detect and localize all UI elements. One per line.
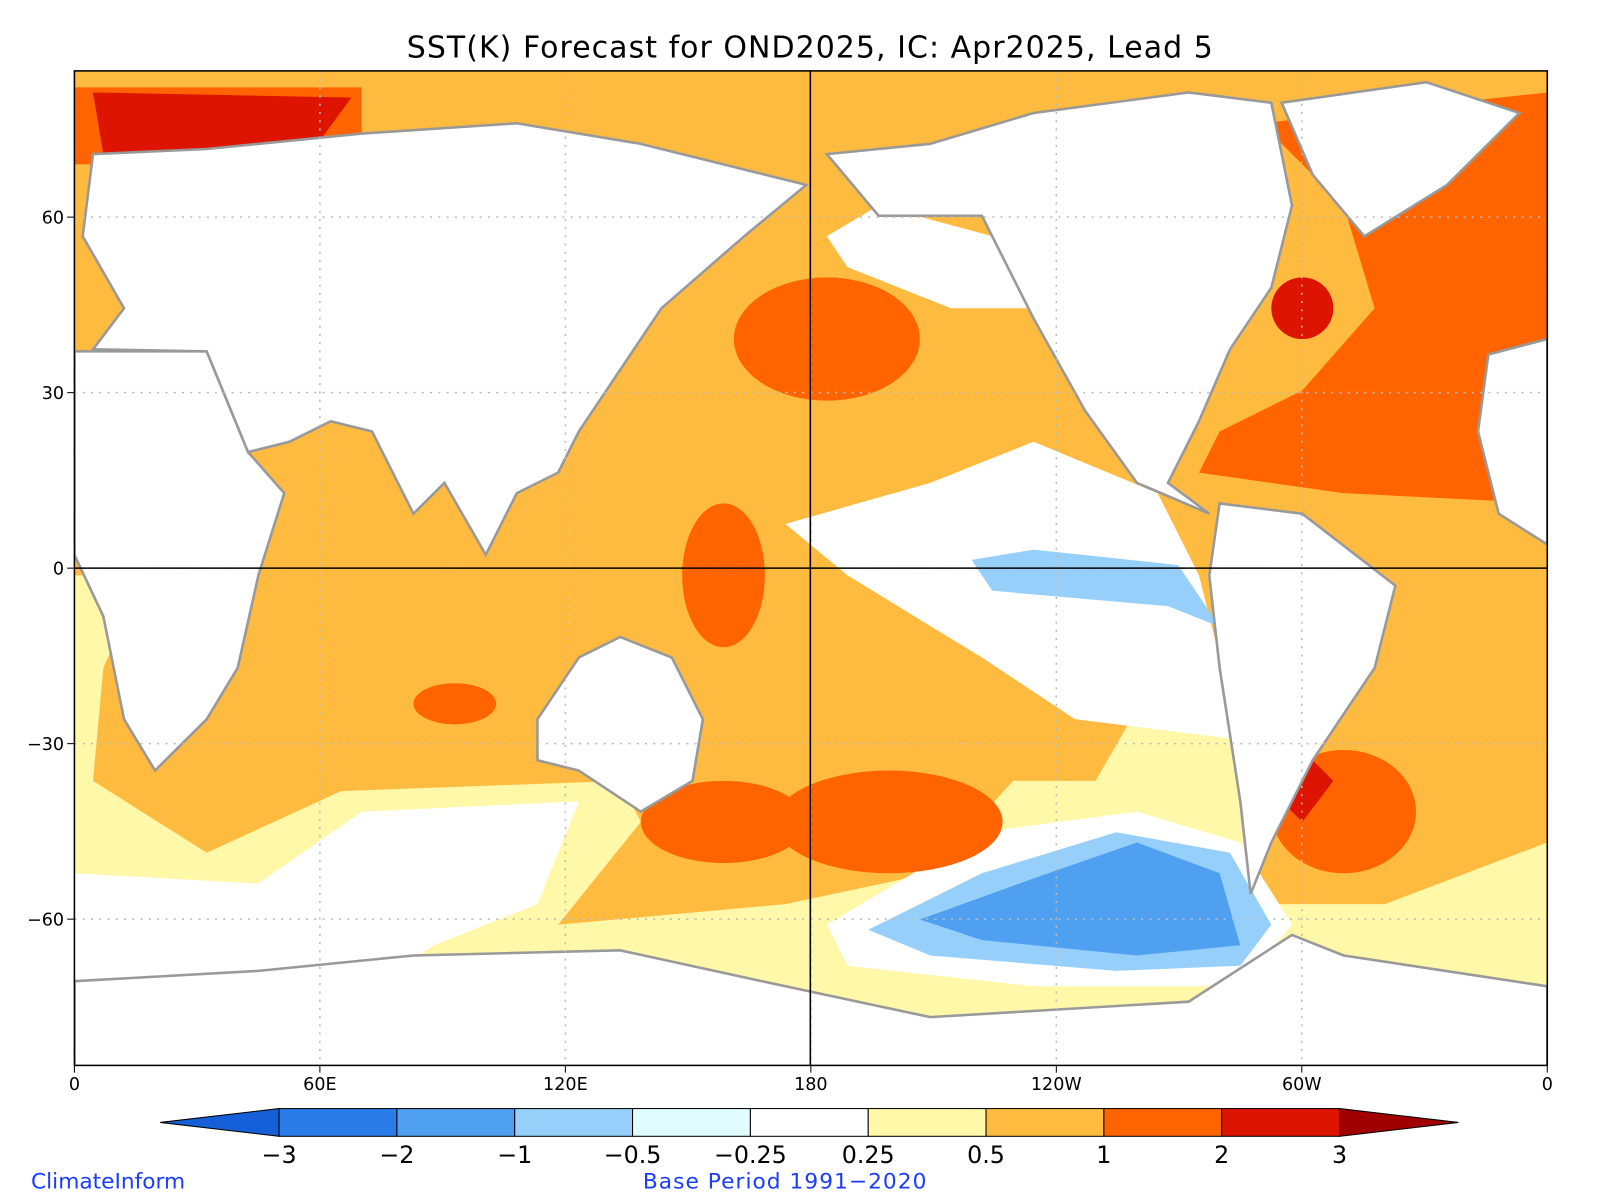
colorbar-label: 0.5	[967, 1141, 1005, 1169]
orange-north-atlantic	[1198, 92, 1548, 504]
x-tick-label: 120E	[543, 1075, 588, 1095]
colorbar-label: −3	[262, 1141, 297, 1169]
map-title: SST(K) Forecast for OND2025, IC: Apr2025…	[407, 31, 1214, 66]
y-tick-label: −60	[27, 910, 64, 930]
orange-south-pacific	[775, 770, 1003, 874]
colorbar-box	[985, 1108, 1105, 1137]
greenland	[1279, 80, 1522, 238]
red-brazil-current	[1281, 750, 1334, 822]
colorbar-box	[514, 1108, 634, 1137]
red-barents	[93, 92, 352, 155]
colorbar-label: 2	[1214, 1141, 1229, 1169]
red-gulf-stream	[1271, 277, 1334, 340]
orange-north-pacific	[733, 277, 920, 401]
y-tick-label: 0	[53, 559, 64, 579]
colorbar-box	[396, 1108, 516, 1137]
orange-tasman	[640, 780, 807, 864]
continents	[74, 80, 1548, 1066]
colorbar-box	[632, 1108, 751, 1137]
colorbar-box	[278, 1108, 398, 1137]
orange-indian	[413, 683, 497, 725]
colorbar-box	[1103, 1108, 1223, 1137]
x-tick-label: 0	[1542, 1075, 1553, 1095]
colorbar-label: −0.5	[604, 1141, 662, 1169]
north-america	[824, 91, 1294, 515]
colorbar-label: 0.25	[842, 1141, 895, 1169]
blue-southern-core	[919, 842, 1241, 956]
colorbar-label: −2	[379, 1141, 414, 1169]
base-period: Base Period 1991−2020	[643, 1170, 928, 1195]
white-south	[74, 801, 579, 1028]
orange-west-pacific	[682, 503, 765, 648]
colorbar-label: −0.25	[714, 1141, 787, 1169]
map-frame	[73, 70, 1549, 1067]
y-tick-label: 60	[42, 208, 64, 228]
x-tick-label: 60E	[303, 1075, 336, 1095]
blue-equatorial	[971, 549, 1220, 627]
y-tick-label: −30	[27, 735, 64, 755]
colorbar-box	[1221, 1108, 1341, 1137]
colorbar-box	[749, 1108, 869, 1137]
colorbar-over	[1339, 1107, 1459, 1137]
colorbar-under	[160, 1107, 280, 1137]
y-tick-label: 30	[42, 384, 64, 404]
colorbar-box	[867, 1108, 987, 1137]
colorbar-label: 3	[1332, 1141, 1347, 1169]
x-tick-label: 60W	[1282, 1075, 1322, 1095]
colorbar-label: 1	[1096, 1141, 1111, 1169]
south-america	[1208, 501, 1397, 895]
x-tick-label: 120W	[1031, 1075, 1082, 1095]
x-tick-label: 180	[794, 1075, 828, 1095]
colorbar: −3 −2 −1 −0.5 −0.25 0.25 0.5 1 2 3	[160, 1107, 1459, 1169]
australia	[536, 635, 705, 814]
africa-west	[1476, 337, 1548, 547]
credit: ClimateInform	[31, 1170, 185, 1195]
colorbar-label: −1	[497, 1141, 532, 1169]
eurasia	[81, 121, 809, 558]
x-tick-label: 0	[69, 1075, 80, 1095]
